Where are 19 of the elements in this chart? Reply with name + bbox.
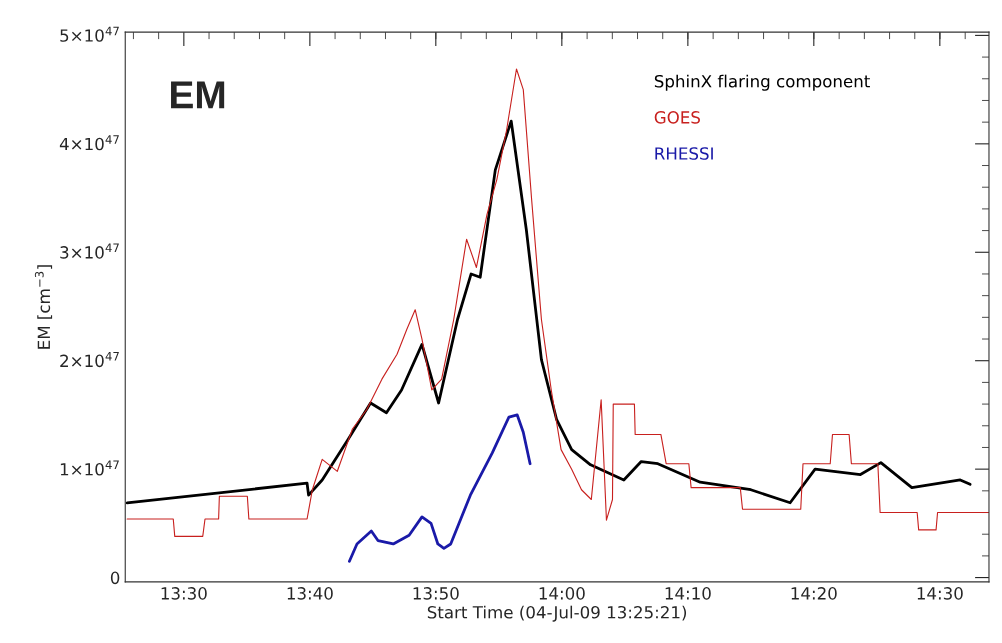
text: GOES	[654, 111, 700, 124]
x-tick-label: 14:30	[917, 587, 963, 600]
x-tick-label: 13:30	[161, 587, 207, 600]
y-tick-label: 5×10$^{47}$	[60, 26, 119, 42]
text: SphinX flaring component	[654, 74, 870, 91]
x-tick-label: 13:40	[287, 587, 333, 600]
y-tick-label: 0	[110, 571, 120, 585]
y-tick-label: 2×10$^{47}$	[60, 352, 119, 368]
y-axis-title: EM [cm$^{−3}$]	[34, 265, 53, 349]
x-tick-label: 13:50	[413, 587, 459, 600]
x-tick-label: 14:20	[791, 587, 837, 600]
y-tick-label: 4×10$^{47}$	[59, 135, 119, 151]
y-tick-label: 1×10$^{47}$	[60, 460, 119, 476]
y-tick-label: 3×10$^{47}$	[60, 243, 119, 259]
x-tick-label: 14:10	[665, 587, 711, 600]
text: RHESSI	[655, 147, 713, 160]
x-axis-title: Start Time (04-Jul-09 13:25:21)	[427, 605, 687, 622]
annotation: EM	[171, 81, 225, 109]
x-tick-label: 14:00	[539, 587, 585, 600]
